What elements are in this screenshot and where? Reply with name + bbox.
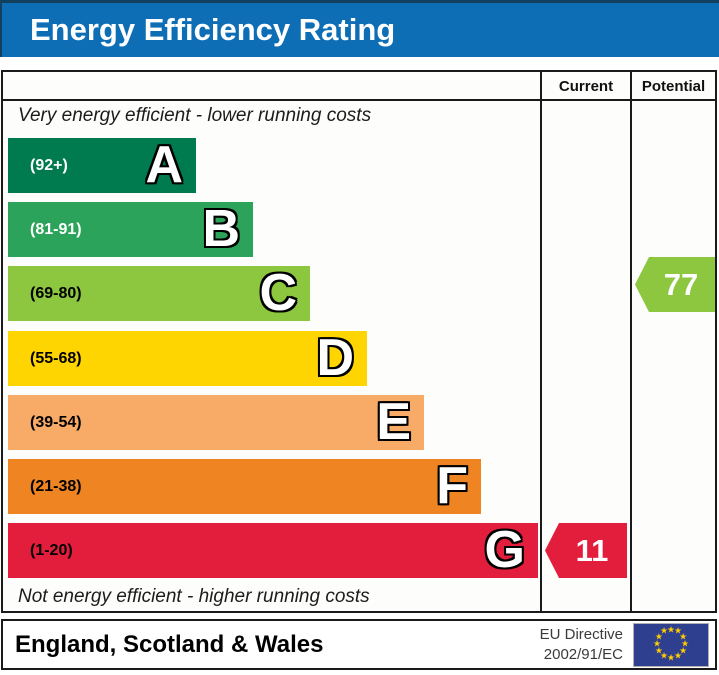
band-range: (81-91) — [30, 220, 82, 238]
eu-flag-star: ★ — [680, 639, 690, 649]
eu-flag-star: ★ — [652, 639, 662, 649]
band-range: (39-54) — [30, 413, 82, 431]
header-divider — [3, 99, 715, 101]
band-row-c: (69-80) C — [8, 266, 310, 321]
band-row-e: (39-54) E — [8, 395, 424, 450]
potential-column-header: Potential — [641, 78, 706, 95]
eu-directive-label: EU Directive 2002/91/EC — [540, 625, 623, 665]
band-range: (1-20) — [30, 541, 73, 559]
eu-flag-star: ★ — [666, 625, 676, 635]
band-letter: B — [202, 200, 240, 258]
eu-flag-star: ★ — [659, 626, 669, 637]
eu-flag-star: ★ — [673, 626, 683, 637]
band-row-f: (21-38) F — [8, 459, 481, 514]
bottom-scale-note: Not energy efficient - higher running co… — [18, 586, 370, 607]
title-bar: Energy Efficiency Rating — [0, 0, 719, 57]
eu-flag-star: ★ — [679, 632, 688, 642]
eu-directive-line1: EU Directive — [539, 625, 623, 643]
band-range: (69-80) — [30, 284, 82, 302]
eu-flag-star: ★ — [654, 632, 663, 642]
eu-flag-star: ★ — [654, 646, 663, 656]
eu-flag-star: ★ — [673, 651, 683, 662]
band-row-g: (1-20) G — [8, 523, 538, 578]
band-letter: A — [145, 136, 183, 194]
band-range: (21-38) — [30, 477, 82, 495]
band-letter: C — [259, 264, 297, 322]
region-label: England, Scotland & Wales — [15, 630, 324, 658]
current-column-divider — [540, 72, 542, 611]
eu-directive-line2: 2002/91/EC — [543, 645, 623, 663]
band-range: (92+) — [30, 156, 68, 174]
band-range: (55-68) — [30, 349, 82, 367]
band-letter: G — [484, 521, 525, 579]
band-row-b: (81-91) B — [8, 202, 253, 257]
band-letter: F — [436, 457, 468, 515]
eu-flag-star: ★ — [659, 651, 669, 662]
rating-chart: Current Potential Very energy efficient … — [1, 70, 717, 613]
potential-rating-arrow: 77 — [635, 257, 715, 312]
current-rating-value: 11 — [575, 532, 609, 568]
band-letter: D — [316, 329, 354, 387]
current-rating-arrow: 11 — [545, 523, 627, 578]
eu-flag-icon: ★ ★ ★ ★ ★ ★ ★ ★ ★ ★ ★ ★ — [633, 622, 709, 667]
eu-flag-star: ★ — [679, 646, 688, 656]
potential-rating-value: 77 — [663, 266, 699, 302]
top-scale-note: Very energy efficient - lower running co… — [18, 105, 372, 126]
band-row-d: (55-68) D — [8, 331, 367, 386]
band-row-a: (92+) A — [8, 138, 196, 193]
eu-flag-star: ★ — [666, 653, 676, 663]
footer: England, Scotland & Wales EU Directive 2… — [1, 619, 717, 670]
page-title: Energy Efficiency Rating — [30, 12, 396, 47]
potential-column-divider — [630, 72, 632, 611]
current-column-header: Current — [558, 78, 614, 95]
band-letter: E — [376, 393, 411, 451]
